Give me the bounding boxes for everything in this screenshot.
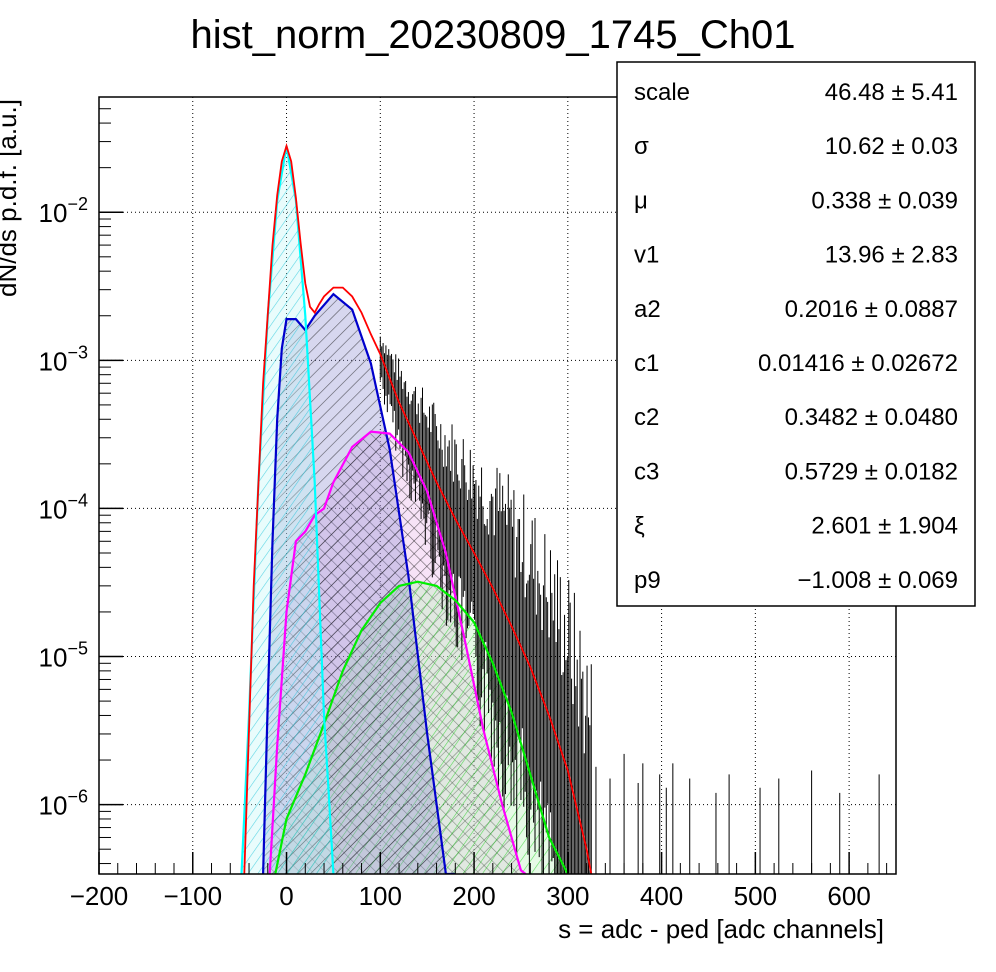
stat-name: ξ [634, 513, 645, 540]
x-axis-title: s = adc - ped [adc channels] [558, 914, 884, 944]
stat-value: 0.338 ± 0.039 [811, 187, 958, 214]
stat-value: 10.62 ± 0.03 [825, 133, 958, 160]
series-line [274, 580, 569, 874]
series-lines [240, 142, 593, 874]
x-tick-label: 0 [279, 881, 293, 911]
y-tick-label: 10−5 [39, 639, 88, 673]
y-axis: 10−6 10−5 10−4 10−3 10−2 [39, 108, 123, 865]
y-tick-label: 10−6 [39, 787, 88, 821]
stat-value: 13.96 ± 2.83 [825, 242, 958, 269]
x-axis: −200 −100 0 100 200 300 400 500 600 [70, 852, 888, 911]
series-hatch [241, 146, 334, 874]
stat-value: 2.601 ± 1.904 [811, 513, 958, 540]
series-line [262, 292, 456, 874]
x-tick-label: 300 [546, 881, 589, 911]
series-line [243, 142, 593, 874]
y-tick-label: 10−4 [39, 490, 88, 524]
x-tick-label: 600 [827, 881, 870, 911]
x-tick-label: −100 [163, 881, 222, 911]
stat-name: c1 [634, 350, 659, 377]
y-axis-title: dN/ds p.d.f. [a.u.] [0, 99, 22, 297]
stats-box-frame [616, 61, 976, 607]
series-areas [241, 146, 568, 874]
stat-name: c3 [634, 458, 659, 485]
x-tick-label: 200 [452, 881, 495, 911]
x-tick-label: −200 [70, 881, 129, 911]
stat-value: 0.5729 ± 0.0182 [785, 458, 958, 485]
stat-value: 0.2016 ± 0.0887 [785, 296, 958, 323]
x-tick-label: 500 [734, 881, 777, 911]
y-tick-label: 10−2 [39, 194, 88, 228]
stat-value: −1.008 ± 0.069 [797, 567, 958, 594]
y-tick-label: 10−3 [39, 342, 88, 376]
stats-box: scale 46.48 ± 5.41 σ 10.62 ± 0.03 μ 0.338 ± 0… [616, 61, 976, 607]
x-tick-label: 100 [359, 881, 402, 911]
stat-value: 0.3482 ± 0.0480 [785, 404, 958, 431]
stat-name: scale [634, 79, 690, 106]
stat-name: c2 [634, 404, 659, 431]
stat-name: v1 [634, 242, 659, 269]
stat-name: μ [634, 187, 648, 214]
stat-name: p9 [634, 567, 661, 594]
stat-name: σ [634, 133, 649, 160]
x-tick-label: 400 [640, 881, 683, 911]
stat-value: 46.48 ± 5.41 [825, 79, 958, 106]
chart-title: hist_norm_20230809_1745_Ch01 [191, 13, 796, 57]
series-line [268, 430, 527, 874]
stat-name: a2 [634, 296, 661, 323]
stat-value: 0.01416 ± 0.02672 [758, 350, 958, 377]
